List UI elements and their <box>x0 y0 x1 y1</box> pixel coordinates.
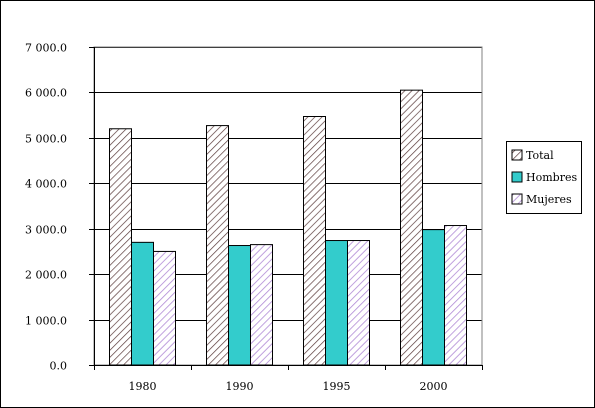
bar-total-1980 <box>109 128 132 366</box>
y-tick-label: 1 000.0 <box>25 315 67 328</box>
bar-mujeres-1980 <box>153 250 176 366</box>
y-tick-label: 3 000.0 <box>25 224 67 237</box>
x-tick-label: 1980 <box>129 380 157 393</box>
bar-hombres-1995 <box>325 240 348 366</box>
y-tick-labels: 0.0 1 000.0 2 000.0 3 000.0 4 000.0 5 000.0 6 … <box>25 42 67 373</box>
bar-total-1990 <box>206 125 229 366</box>
bar-hombres-1990 <box>228 245 251 366</box>
x-tick-label: 1995 <box>323 380 351 393</box>
bar-total-1995 <box>303 116 326 366</box>
y-tick-label: 7 000.0 <box>25 42 67 55</box>
legend-swatch-mujeres <box>511 193 523 205</box>
y-tick-label: 5 000.0 <box>25 133 67 146</box>
legend-label-hombres: Hombres <box>526 171 577 184</box>
legend-swatch-total <box>511 149 523 161</box>
bar-mujeres-1990 <box>250 244 273 366</box>
bar-total-2000 <box>400 89 423 366</box>
bar-hombres-1980 <box>131 241 154 366</box>
bar-mujeres-1995 <box>347 240 370 366</box>
legend-label-total: Total <box>526 149 554 162</box>
y-tick-label: 4 000.0 <box>25 178 67 191</box>
legend: Total Hombres Mujeres <box>506 141 582 214</box>
bars <box>109 89 467 366</box>
y-tick-label: 6 000.0 <box>25 87 67 100</box>
bar-hombres-2000 <box>422 229 445 366</box>
bar-mujeres-2000 <box>444 225 467 366</box>
axes <box>89 47 483 370</box>
x-tick-label: 2000 <box>420 380 448 393</box>
y-tick-label: 2 000.0 <box>25 269 67 282</box>
x-tick-label: 1990 <box>226 380 254 393</box>
legend-swatch-hombres <box>511 171 523 183</box>
y-tick-label: 0.0 <box>50 360 68 373</box>
legend-label-mujeres: Mujeres <box>526 193 572 206</box>
x-tick-labels: 1980 1990 1995 2000 <box>129 380 448 393</box>
